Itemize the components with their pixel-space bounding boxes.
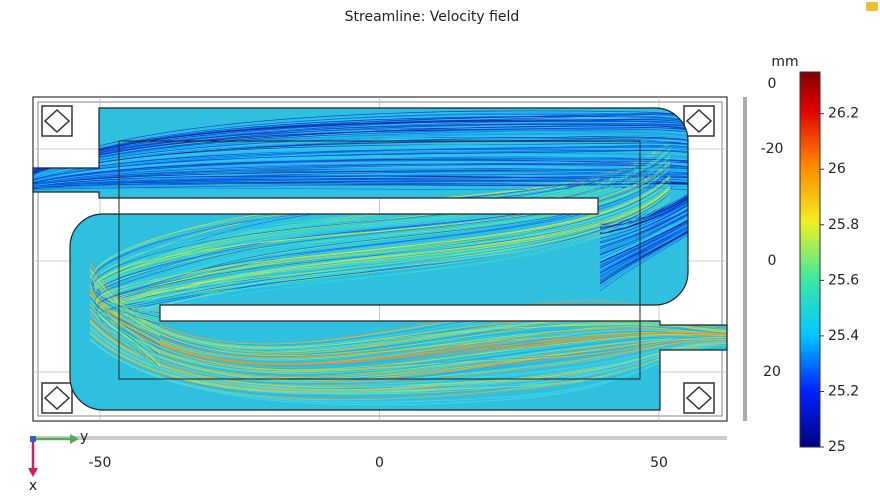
inner-frame — [118, 140, 641, 380]
streamline — [89, 319, 727, 386]
streamline — [89, 307, 727, 376]
streamline — [89, 289, 727, 364]
streamline — [89, 309, 727, 378]
bolt — [43, 385, 71, 411]
window-icon[interactable] — [866, 2, 878, 11]
triad-origin — [30, 436, 36, 442]
bolt — [685, 108, 713, 134]
streamline — [89, 297, 727, 370]
streamline — [92, 148, 671, 321]
streamline — [97, 187, 671, 367]
v-scrollbar — [743, 97, 747, 421]
streamline — [96, 175, 671, 352]
colorbar-ticks: 26.2 26 25.8 25.6 25.4 25.2 25 — [820, 106, 859, 455]
colorbar-tick-label: 26 — [828, 161, 846, 177]
streamline — [91, 145, 671, 318]
streamline — [89, 299, 727, 374]
colorbar-tick-label: 25.8 — [828, 217, 859, 233]
streamline — [89, 293, 727, 370]
streamline — [89, 288, 727, 364]
streamline — [98, 194, 671, 374]
v-tick-label: 0 — [768, 253, 777, 269]
colorbar-tick-label: 25 — [828, 439, 846, 455]
streamline — [89, 278, 727, 356]
plate-inner — [37, 101, 723, 417]
h-tick-label: 0 — [375, 455, 384, 471]
colorbar-tick-label: 25.6 — [828, 272, 859, 288]
colorbar-tick-label: 26.2 — [828, 106, 859, 122]
streamline — [97, 184, 671, 363]
streamline — [89, 315, 727, 383]
y-axis-label: y — [80, 429, 88, 445]
streamline — [89, 310, 727, 383]
x-arrowhead — [28, 468, 38, 477]
streamline — [89, 283, 727, 359]
streamline — [97, 184, 671, 363]
plot-title: Streamline: Velocity field — [345, 9, 520, 25]
colorbar — [799, 71, 821, 448]
colorbar-tick-label: 25.2 — [828, 383, 859, 399]
streamline — [98, 190, 671, 370]
streamline — [97, 184, 671, 363]
streamline — [89, 300, 727, 374]
h-tick-label: 50 — [650, 455, 668, 471]
bolt — [685, 385, 713, 411]
streamline — [89, 296, 727, 371]
y-arrowhead — [70, 434, 79, 444]
colorbar-unit: mm — [771, 54, 798, 70]
h-scrollbar — [33, 436, 727, 440]
v-tick-label: -20 — [761, 141, 784, 157]
streamline — [89, 313, 727, 384]
h-tick-label: -50 — [89, 455, 112, 471]
axis-triad: y x — [28, 429, 88, 494]
colorbar-tick-label: 25.4 — [828, 328, 859, 344]
streamline — [89, 267, 727, 348]
streamline — [89, 284, 727, 359]
x-axis-label: x — [29, 478, 37, 494]
streamline — [92, 150, 671, 323]
axis-ticks: -50 0 50 0 -20 0 20 — [89, 76, 784, 471]
bolt-holes — [41, 105, 715, 414]
v-tick-label: 0 — [768, 76, 777, 92]
bolt — [43, 108, 71, 134]
v-tick-label: 20 — [763, 364, 781, 380]
